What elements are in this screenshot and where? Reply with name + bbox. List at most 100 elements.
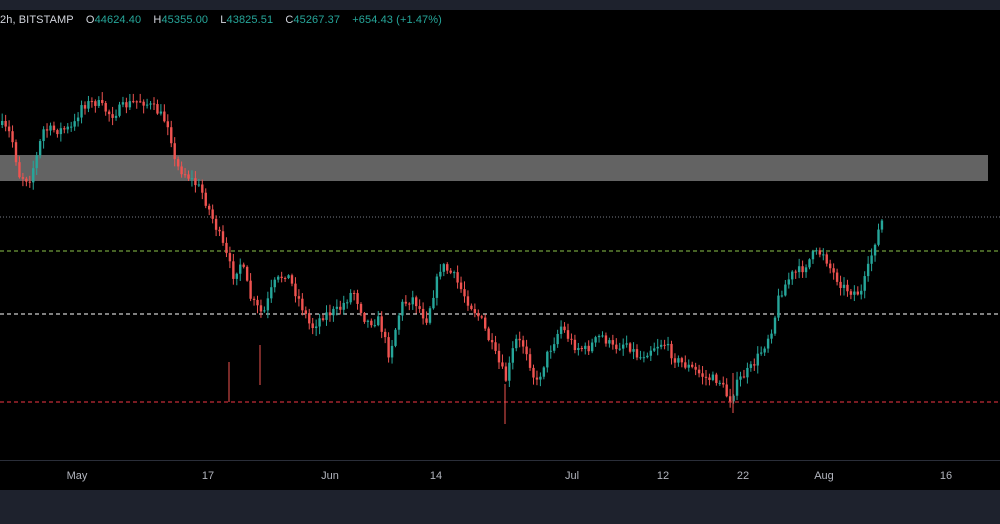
candle (646, 352, 649, 359)
candle-body (725, 384, 728, 397)
candle-body (490, 340, 494, 343)
candlestick-chart[interactable] (0, 30, 1000, 460)
candle-body (535, 377, 539, 380)
candle (670, 340, 673, 365)
candle (11, 125, 14, 148)
candle-body (128, 101, 132, 108)
candle (383, 328, 387, 344)
candle-body (732, 395, 735, 402)
candle (107, 109, 111, 122)
candle (101, 92, 104, 106)
candle-body (670, 343, 673, 359)
candle (566, 323, 570, 342)
candle (701, 366, 704, 385)
candle-body (618, 348, 621, 350)
candle-body (111, 114, 114, 118)
candle-body (290, 275, 294, 284)
candle (708, 373, 711, 386)
candle (490, 333, 494, 350)
candle (370, 318, 373, 328)
candle-body (308, 313, 311, 324)
candle (125, 97, 128, 114)
candle-body (687, 364, 690, 368)
candle (221, 225, 225, 246)
candle (442, 262, 445, 277)
time-tick: Jun (321, 470, 339, 482)
candle (487, 326, 490, 342)
candle-body (52, 125, 56, 131)
candle (390, 339, 394, 364)
candle-body (484, 317, 487, 329)
candle (839, 275, 842, 296)
candle-body (863, 276, 866, 291)
candle (870, 248, 873, 272)
candle (584, 342, 587, 355)
candle-body (715, 374, 718, 383)
candle (245, 265, 249, 282)
candle (691, 361, 694, 369)
candle-body (149, 103, 152, 105)
candle (849, 288, 853, 300)
candle (615, 338, 618, 354)
candle-body (532, 367, 535, 378)
candle-body (797, 266, 801, 273)
candle-body (718, 382, 721, 384)
time-axis[interactable]: May 17 Jun 14 Jul 12 22 Aug 16 (0, 460, 1000, 491)
candle (480, 314, 483, 320)
candle-body (635, 349, 639, 358)
candle (45, 123, 49, 138)
candle (635, 344, 639, 361)
candle (32, 160, 35, 190)
candle (139, 93, 142, 103)
candle-body (321, 318, 325, 320)
candle (494, 335, 497, 355)
candle (425, 311, 428, 326)
candle (201, 179, 204, 200)
candles-group (1, 92, 884, 424)
candle-body (480, 316, 483, 318)
candle (470, 303, 473, 311)
candle-body (656, 346, 659, 349)
candle-body (577, 347, 580, 351)
candle (18, 156, 21, 179)
candle-body (549, 350, 552, 352)
candle-body (849, 291, 853, 295)
candle (594, 335, 597, 347)
candle-body (301, 298, 304, 311)
candle (239, 258, 242, 282)
resistance-zone[interactable] (0, 155, 988, 181)
candle (577, 342, 580, 356)
candle (63, 126, 66, 134)
candle-body (504, 366, 508, 381)
candle (7, 120, 11, 138)
candle (366, 319, 370, 328)
candle-body (139, 101, 142, 103)
candle (28, 175, 31, 188)
candle (173, 137, 176, 167)
candle-body (580, 347, 583, 350)
candle (818, 247, 822, 258)
candle-body (566, 330, 570, 339)
candle (760, 346, 763, 356)
candle (90, 97, 94, 108)
candle-body (90, 101, 94, 103)
candle (663, 339, 666, 350)
candle (52, 121, 56, 133)
candle (232, 253, 235, 285)
time-tick: 17 (201, 470, 215, 482)
candle-body (145, 104, 149, 106)
candle-body (866, 263, 870, 277)
candle (56, 128, 59, 138)
candle-body (397, 315, 401, 330)
candle (118, 101, 121, 118)
candle (684, 355, 687, 370)
candle (508, 356, 511, 388)
candle (863, 271, 866, 299)
candle-body (421, 308, 425, 319)
candle (449, 268, 452, 275)
candle-body (663, 344, 666, 346)
candle (197, 178, 201, 188)
candle-body (870, 255, 873, 264)
legend-symbol: 2h, BITSTAMP (0, 14, 74, 26)
candle-body (673, 358, 677, 363)
